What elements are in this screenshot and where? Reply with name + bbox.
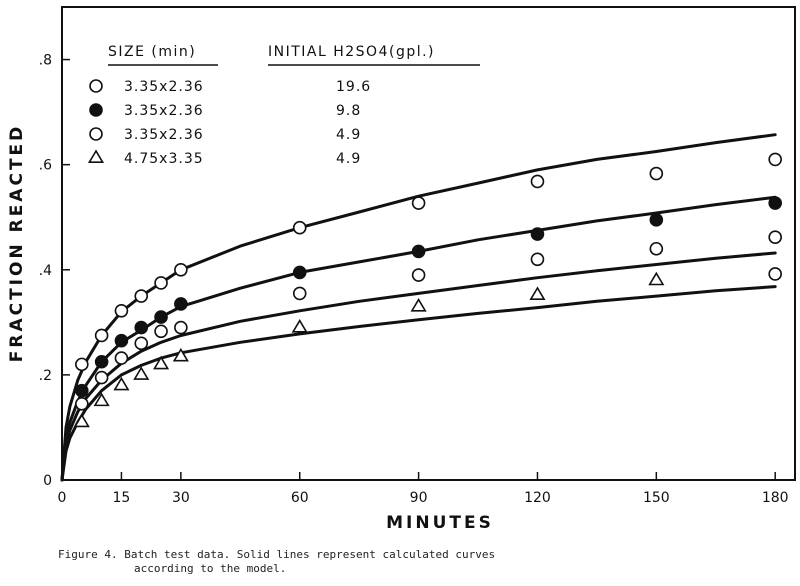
data-point-open-circle	[89, 127, 103, 141]
x-tick-label: 180	[762, 490, 789, 506]
data-point-triangle	[113, 376, 130, 391]
calculated-curve	[60, 285, 777, 482]
data-point-open-circle	[292, 286, 307, 301]
x-tick-label: 120	[524, 490, 551, 506]
x-tick-label: 30	[172, 490, 190, 506]
data-point-open-circle	[292, 220, 307, 235]
legend-initial: 4.9	[336, 127, 361, 143]
data-point-open-circle	[530, 252, 545, 267]
legend-size: 3.35x2.36	[124, 103, 204, 119]
calculated-curve	[60, 133, 777, 482]
data-point-filled-circle	[114, 333, 129, 348]
data-point-open-circle	[768, 267, 782, 281]
data-point-open-circle	[89, 79, 103, 93]
data-point-filled-circle	[530, 227, 545, 241]
data-point-filled-circle	[768, 196, 782, 210]
legend-size: 3.35x2.36	[124, 127, 204, 143]
data-point-filled-circle	[174, 297, 188, 311]
x-tick-label: 15	[113, 490, 131, 506]
data-point-triangle	[152, 355, 170, 370]
data-point-filled-circle	[94, 354, 109, 369]
data-point-filled-circle	[292, 265, 307, 280]
legend-size: 3.35x2.36	[124, 79, 204, 95]
data-point-open-circle	[134, 289, 149, 303]
data-point-triangle	[73, 413, 90, 428]
data-point-filled-circle	[649, 213, 664, 227]
data-point-open-circle	[154, 276, 168, 290]
legend-initial: 9.8	[336, 103, 361, 119]
data-point-filled-circle	[134, 320, 149, 335]
data-point-open-circle	[75, 357, 89, 372]
data-point-triangle	[93, 392, 110, 407]
data-point-triangle	[648, 271, 665, 286]
data-point-open-circle	[649, 166, 664, 181]
legend-size: 4.75x3.35	[124, 151, 204, 167]
x-tick-label: 90	[410, 490, 428, 506]
data-point-open-circle	[411, 268, 426, 282]
data-point-open-circle	[94, 370, 109, 385]
legend-header-initial: INITIAL H2SO4(gpl.)	[268, 44, 435, 60]
data-point-open-circle	[75, 396, 89, 411]
calculated-curve	[60, 251, 777, 482]
data-point-open-circle	[154, 324, 168, 339]
data-point-triangle	[291, 319, 308, 333]
data-point-open-circle	[114, 351, 129, 365]
caption-line-2: according to the model.	[134, 562, 287, 575]
legend-header-size: SIZE (min)	[108, 44, 196, 60]
y-axis-title: FRACTION REACTED	[7, 124, 27, 363]
caption-line-1: Figure 4. Batch test data. Solid lines r…	[58, 548, 496, 561]
data-point-open-circle	[94, 328, 109, 343]
data-point-filled-circle	[154, 310, 168, 324]
y-tick-label: .6	[39, 158, 52, 174]
data-point-open-circle	[649, 241, 664, 256]
x-axis-title: MINUTES	[386, 513, 494, 533]
y-tick-label: 0	[43, 473, 52, 489]
legend-initial: 19.6	[336, 79, 371, 95]
data-point-filled-circle	[411, 244, 426, 259]
data-point-triangle	[529, 286, 546, 301]
data-point-triangle	[172, 347, 189, 362]
x-tick-label: 150	[643, 490, 670, 506]
data-point-filled-circle	[75, 383, 89, 398]
legend-initial: 4.9	[336, 151, 361, 167]
data-point-open-circle	[768, 152, 782, 167]
data-point-triangle	[87, 149, 105, 163]
y-tick-label: .2	[39, 368, 52, 384]
x-tick-label: 60	[291, 490, 309, 506]
data-point-open-circle	[134, 336, 149, 351]
data-point-triangle	[410, 297, 427, 312]
x-tick-label: 0	[58, 490, 67, 506]
data-point-filled-circle	[89, 103, 103, 117]
data-point-open-circle	[174, 320, 188, 335]
data-point-open-circle	[530, 174, 545, 189]
data-point-triangle	[133, 366, 150, 380]
y-tick-label: .8	[39, 53, 52, 69]
data-point-open-circle	[174, 262, 188, 277]
data-point-open-circle	[114, 303, 129, 318]
figure-caption: Figure 4. Batch test data. Solid lines r…	[58, 548, 778, 576]
data-point-open-circle	[768, 230, 782, 244]
plot-frame	[61, 6, 796, 481]
y-tick-label: .4	[39, 263, 52, 279]
data-point-open-circle	[411, 196, 426, 210]
